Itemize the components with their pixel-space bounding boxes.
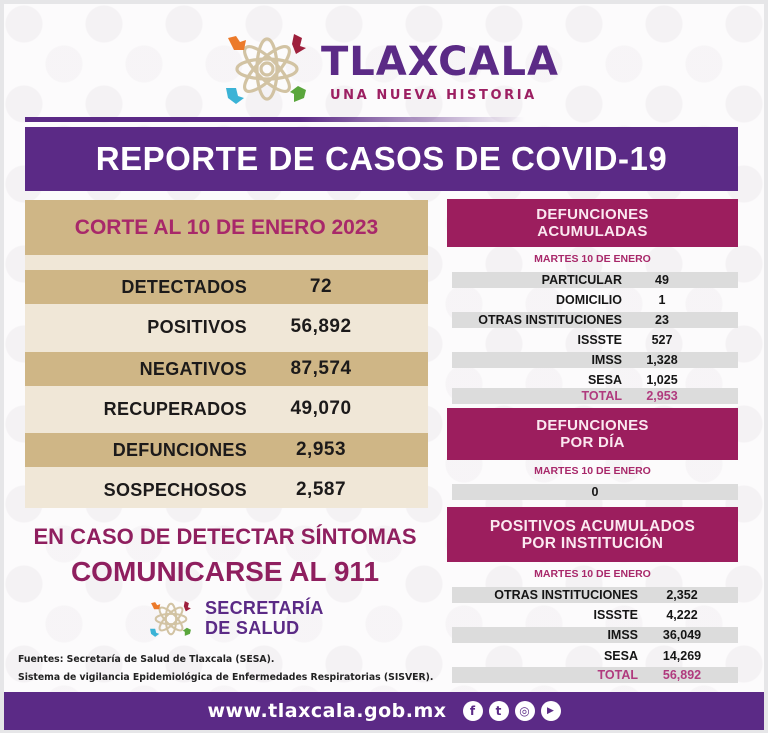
row-value: 1,025	[646, 373, 678, 387]
stat-row-positivos: POSITIVOS 56,892	[25, 310, 428, 344]
stat-row-detectados: DETECTADOS 72	[25, 270, 428, 304]
secretaria-label: SECRETARÍA	[205, 598, 324, 618]
website-link[interactable]: www.tlaxcala.gob.mx	[207, 700, 447, 722]
positives-row-issste: ISSSTE 4,222	[452, 607, 738, 623]
row-value: 4,222	[666, 608, 698, 622]
row-value: 2,953	[646, 389, 678, 403]
section-date: MARTES 10 DE ENERO	[534, 253, 651, 265]
row-label: OTRAS INSTITUCIONES	[478, 313, 622, 327]
row-value: 1	[658, 293, 666, 307]
header-logo: TLAXCALA UNA NUEVA HISTORIA	[222, 26, 562, 112]
row-label: IMSS	[607, 628, 638, 642]
row-value: 36,049	[662, 628, 702, 642]
stat-row-defunciones: DEFUNCIONES 2,953	[25, 433, 428, 467]
call-911-notice: COMUNICARSE AL 911	[70, 556, 380, 587]
stat-label: POSITIVOS	[147, 316, 247, 337]
row-value: 56,892	[662, 668, 702, 682]
stat-row-recuperados: RECUPERADOS 49,070	[25, 392, 428, 426]
deaths-row-domicilio: DOMICILIO 1	[452, 292, 738, 308]
flower-logo-icon	[226, 34, 306, 104]
symptoms-notice: EN CASO DE DETECTAR SÍNTOMAS	[33, 524, 417, 549]
deaths-row-imss: IMSS 1,328	[452, 352, 738, 368]
cutoff-label: CORTE AL 10 DE ENERO 2023	[74, 215, 379, 239]
positives-row-imss: IMSS 36,049	[452, 627, 738, 643]
row-label: SESA	[587, 373, 622, 387]
deaths-per-day-value: 0	[591, 485, 599, 499]
row-label: TOTAL	[597, 668, 638, 682]
stat-label: DEFUNCIONES	[112, 439, 247, 460]
brand-title: TLAXCALA	[321, 39, 559, 85]
row-value: 49	[655, 273, 669, 287]
section-title: DEFUNCIONES	[536, 417, 649, 434]
source-line-2: Sistema de vigilancia Epidemiológica de …	[18, 672, 434, 683]
section-title: ACUMULADAS	[537, 223, 648, 240]
stat-value: 72	[309, 276, 333, 297]
instagram-icon[interactable]: ◎	[514, 701, 535, 721]
footer-bar: www.tlaxcala.gob.mx f t ◎ ▶	[4, 692, 764, 730]
row-label: DOMICILIO	[556, 293, 622, 307]
salud-label: DE SALUD	[205, 618, 300, 638]
stat-value: 49,070	[290, 398, 352, 419]
section-date: MARTES 10 DE ENERO	[534, 568, 651, 580]
deaths-row-issste: ISSSTE 527	[452, 332, 738, 348]
row-value: 14,269	[662, 649, 702, 663]
positives-row-otras: OTRAS INSTITUCIONES 2,352	[452, 587, 738, 603]
deaths-row-total: TOTAL 2,953	[452, 388, 738, 404]
stat-row-negativos: NEGATIVOS 87,574	[25, 352, 428, 386]
row-label: OTRAS INSTITUCIONES	[494, 588, 638, 602]
row-value: 2,352	[666, 588, 698, 602]
youtube-icon[interactable]: ▶	[540, 701, 561, 721]
positivos-institucion-header: POSITIVOS ACUMULADOS POR INSTITUCIÓN	[447, 507, 738, 562]
decorative-divider	[25, 117, 525, 122]
section-title: POR INSTITUCIÓN	[521, 534, 664, 552]
stat-value: 56,892	[290, 316, 352, 337]
row-value: 527	[651, 333, 673, 347]
secretaria-salud-logo: SECRETARÍA DE SALUD	[148, 596, 348, 644]
section-title: POR DÍA	[560, 434, 625, 451]
brand-subtitle: UNA NUEVA HISTORIA	[330, 88, 537, 103]
twitter-icon[interactable]: t	[488, 701, 509, 721]
positives-row-sesa: SESA 14,269	[452, 648, 738, 664]
row-label: ISSSTE	[577, 333, 622, 347]
section-date: MARTES 10 DE ENERO	[534, 465, 651, 477]
source-line-1: Fuentes: Secretaría de Salud de Tlaxcala…	[18, 654, 275, 665]
deaths-row-particular: PARTICULAR 49	[452, 272, 738, 288]
stat-value: 2,587	[295, 479, 347, 500]
row-value: 23	[655, 313, 669, 327]
defunciones-acumuladas-header: DEFUNCIONES ACUMULADAS	[447, 199, 738, 247]
row-label: IMSS	[591, 353, 622, 367]
row-label: SESA	[603, 649, 638, 663]
section-title: DEFUNCIONES	[536, 206, 649, 223]
report-title: REPORTE DE CASOS DE COVID-19	[95, 140, 668, 177]
stat-label: DETECTADOS	[121, 276, 247, 297]
deaths-per-day-row: 0	[452, 484, 738, 500]
deaths-row-sesa: SESA 1,025	[452, 372, 738, 388]
section-title: POSITIVOS ACUMULADOS	[489, 517, 696, 535]
cutoff-date: CORTE AL 10 DE ENERO 2023	[25, 200, 428, 255]
row-value: 1,328	[646, 353, 678, 367]
stat-value: 2,953	[295, 439, 347, 460]
defunciones-dia-header: DEFUNCIONES POR DÍA	[447, 408, 738, 460]
stat-label: RECUPERADOS	[103, 398, 247, 419]
row-label: TOTAL	[581, 389, 622, 403]
row-label: PARTICULAR	[541, 273, 622, 287]
stat-row-sospechosos: SOSPECHOSOS 2,587	[25, 473, 428, 507]
row-label: ISSSTE	[593, 608, 638, 622]
report-title-banner: REPORTE DE CASOS DE COVID-19	[25, 127, 738, 191]
facebook-icon[interactable]: f	[462, 701, 483, 721]
deaths-row-otras: OTRAS INSTITUCIONES 23	[452, 312, 738, 328]
positives-row-total: TOTAL 56,892	[452, 667, 738, 683]
stat-label: SOSPECHOSOS	[103, 479, 247, 500]
stat-label: NEGATIVOS	[139, 358, 247, 379]
summary-panel: CORTE AL 10 DE ENERO 2023 DETECTADOS 72 …	[25, 200, 428, 508]
stat-value: 87,574	[290, 358, 352, 379]
social-links: f t ◎ ▶	[462, 701, 561, 721]
flower-logo-icon	[150, 601, 191, 637]
